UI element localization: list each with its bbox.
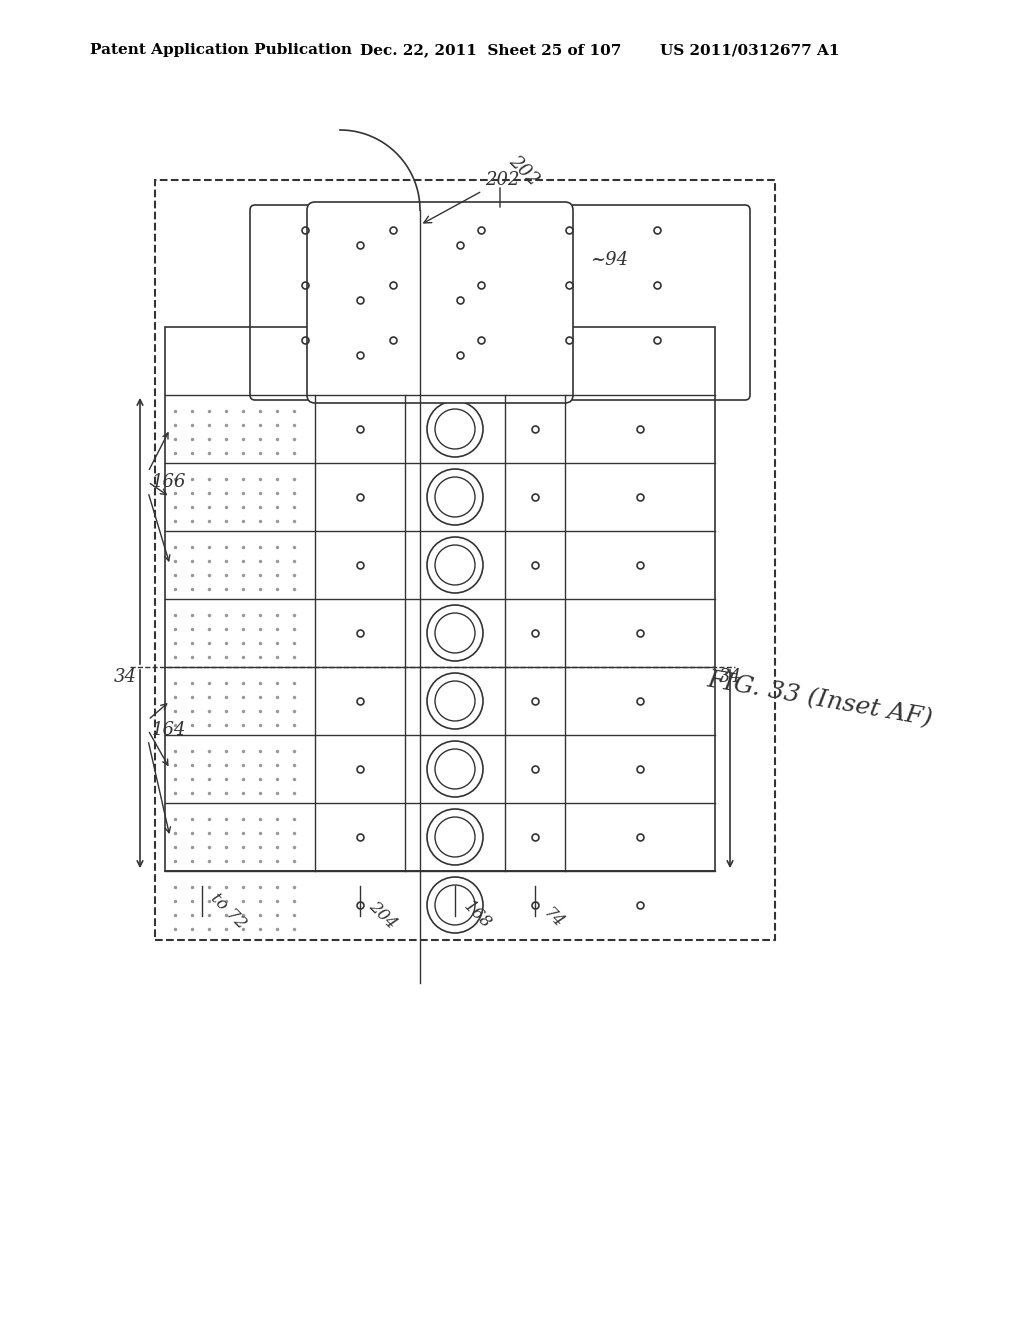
Text: FIG. 33 (Inset AF): FIG. 33 (Inset AF) xyxy=(706,669,935,731)
Circle shape xyxy=(435,681,475,721)
Text: US 2011/0312677 A1: US 2011/0312677 A1 xyxy=(660,44,840,57)
Circle shape xyxy=(427,469,483,525)
Text: 202: 202 xyxy=(505,152,542,189)
Text: 166: 166 xyxy=(152,473,186,491)
Circle shape xyxy=(427,809,483,865)
Circle shape xyxy=(435,748,475,789)
Circle shape xyxy=(435,477,475,517)
Text: 202: 202 xyxy=(424,172,519,223)
Circle shape xyxy=(435,409,475,449)
Text: Patent Application Publication: Patent Application Publication xyxy=(90,44,352,57)
Text: 164: 164 xyxy=(152,721,186,739)
Circle shape xyxy=(435,884,475,925)
Text: 168: 168 xyxy=(460,898,495,932)
Circle shape xyxy=(427,673,483,729)
Text: 34: 34 xyxy=(719,668,741,686)
Text: Dec. 22, 2011  Sheet 25 of 107: Dec. 22, 2011 Sheet 25 of 107 xyxy=(360,44,622,57)
FancyBboxPatch shape xyxy=(307,202,573,403)
Circle shape xyxy=(427,537,483,593)
Circle shape xyxy=(435,817,475,857)
Text: to 72: to 72 xyxy=(207,890,250,932)
Circle shape xyxy=(427,401,483,457)
Bar xyxy=(165,327,715,871)
Bar xyxy=(155,180,775,940)
Text: 34: 34 xyxy=(114,668,136,686)
Circle shape xyxy=(427,876,483,933)
Text: 204: 204 xyxy=(365,898,399,932)
Circle shape xyxy=(427,741,483,797)
FancyBboxPatch shape xyxy=(250,205,750,400)
Text: 74: 74 xyxy=(540,906,567,932)
Circle shape xyxy=(435,612,475,653)
Circle shape xyxy=(427,605,483,661)
Circle shape xyxy=(435,545,475,585)
Text: ~94: ~94 xyxy=(590,251,628,269)
